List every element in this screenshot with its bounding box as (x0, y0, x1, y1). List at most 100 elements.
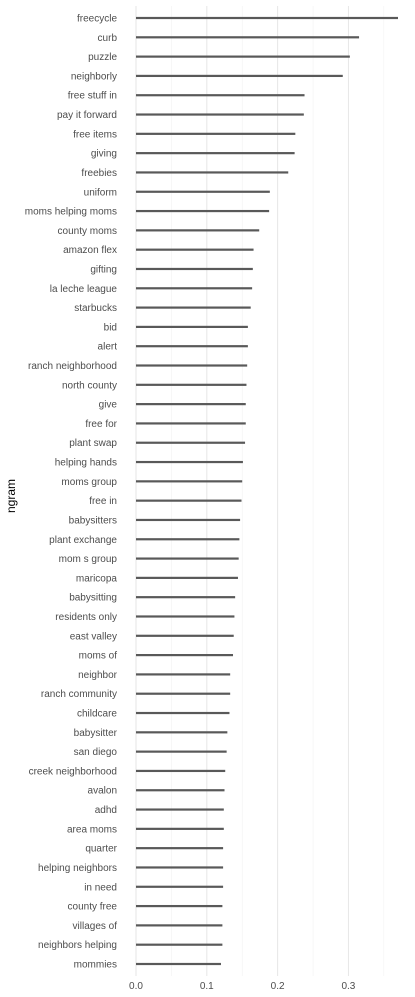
bar (136, 866, 224, 869)
y-tick-label: free stuff in (68, 91, 117, 102)
x-tick-label: 0.3 (341, 981, 355, 992)
bar (136, 943, 223, 946)
bar (136, 615, 235, 618)
y-tick-label: freecycle (77, 14, 117, 25)
bar (136, 731, 228, 734)
y-tick-label: villages of (73, 921, 118, 932)
y-tick-label: helping neighbors (38, 863, 117, 874)
bar (136, 480, 243, 483)
bar (136, 113, 304, 116)
bar (136, 557, 239, 560)
y-tick-label: helping hands (55, 458, 117, 469)
x-tick-label: 0.0 (129, 981, 143, 992)
bar (136, 441, 246, 444)
bar (136, 460, 243, 464)
y-tick-label: amazon flex (63, 245, 117, 256)
bar (136, 962, 221, 966)
y-tick-label: bid (104, 322, 117, 333)
y-tick-label: county free (68, 902, 118, 913)
bar (136, 74, 343, 78)
bar (136, 808, 224, 811)
bar (136, 596, 236, 599)
y-tick-label: neighborly (71, 71, 117, 82)
y-tick-label: babysitter (74, 728, 118, 739)
bar (136, 152, 295, 155)
y-tick-label: north county (62, 380, 117, 391)
bar (136, 36, 360, 39)
y-tick-label: area moms (67, 824, 117, 835)
y-tick-label: la leche league (50, 284, 118, 295)
y-tick-label: curb (98, 33, 118, 44)
y-tick-label: east valley (70, 631, 117, 642)
bar (136, 518, 241, 522)
y-tick-label: in need (84, 882, 117, 893)
bar (136, 94, 305, 97)
y-tick-label: quarter (85, 844, 117, 855)
y-tick-label: ranch neighborhood (28, 361, 117, 372)
y-tick-label: plant exchange (49, 535, 117, 546)
bar (136, 248, 254, 251)
bar (136, 634, 234, 637)
bar (136, 55, 350, 58)
bar (136, 827, 224, 830)
y-tick-label: maricopa (76, 573, 118, 584)
y-tick-label: babysitters (69, 515, 117, 526)
y-tick-label: pay it forward (57, 110, 117, 121)
bar (136, 287, 253, 290)
x-tick-labels: 0.0 0.1 0.2 0.3 (129, 981, 356, 992)
y-tick-label: puzzle (88, 52, 117, 63)
bar (136, 789, 225, 792)
bar (136, 229, 260, 232)
y-tick-label: moms of (79, 651, 118, 662)
y-tick-label: babysitting (69, 593, 117, 604)
bar (136, 383, 247, 386)
y-tick-label: uniform (84, 187, 117, 198)
bar (136, 576, 238, 579)
bar (136, 847, 224, 850)
y-tick-label: giving (91, 149, 117, 160)
y-tick-label: residents only (55, 612, 117, 623)
bar (136, 750, 227, 753)
bar (136, 209, 270, 213)
bar (136, 538, 240, 541)
y-tick-label: free for (85, 419, 117, 430)
bar (136, 692, 231, 695)
bar (136, 422, 246, 425)
y-tick-label: freebies (81, 168, 117, 179)
y-tick-label: plant swap (69, 438, 117, 449)
y-tick-label: mom s group (59, 554, 118, 565)
y-tick-label: free in (89, 496, 117, 507)
bar (136, 171, 289, 174)
x-tick-label: 0.2 (271, 981, 285, 992)
bar (136, 904, 223, 908)
bar (136, 711, 230, 715)
bar (136, 769, 226, 773)
y-tick-label: avalon (88, 786, 117, 797)
y-tick-label: creek neighborhood (29, 766, 117, 777)
y-tick-label: neighbors helping (38, 940, 117, 951)
y-tick-label: county moms (58, 226, 117, 237)
y-tick-label: childcare (77, 709, 117, 720)
y-tick-labels: freecycle curb puzzle neighborly free stuff … (25, 14, 118, 971)
bar (136, 885, 224, 888)
y-tick-label: starbucks (74, 303, 117, 314)
y-tick-label: give (99, 400, 118, 411)
bar (136, 132, 296, 135)
y-tick-label: alert (98, 342, 118, 353)
bar (136, 267, 253, 271)
x-tick-label: 0.1 (200, 981, 214, 992)
y-tick-label: mommies (74, 960, 117, 971)
y-tick-label: ranch community (41, 689, 117, 700)
y-axis-title: ngram (4, 479, 18, 513)
y-tick-label: moms helping moms (25, 207, 117, 218)
y-tick-label: gifting (90, 264, 117, 275)
grid-lines (135, 6, 385, 976)
bar (136, 403, 246, 406)
bar (136, 673, 231, 676)
bar (136, 499, 242, 502)
bar (136, 190, 270, 193)
y-tick-label: free items (73, 129, 117, 140)
bar (136, 924, 223, 927)
bars (136, 16, 398, 966)
